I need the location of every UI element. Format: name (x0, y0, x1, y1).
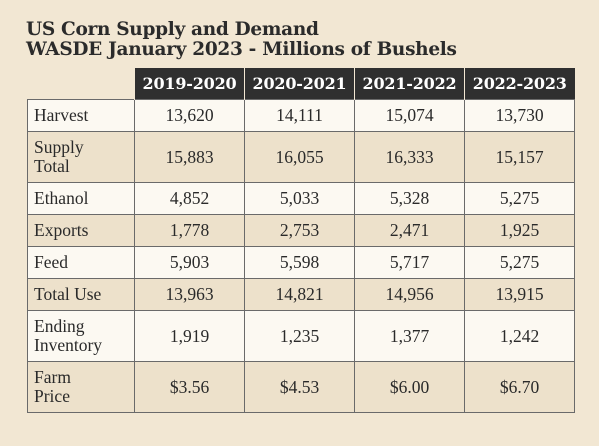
table-row: Exports 1,778 2,753 2,471 1,925 (27, 214, 575, 247)
table-cell: 1,919 (134, 310, 245, 362)
column-header: 2022-2023 (464, 68, 575, 100)
chart-subtitle: WASDE January 2023 - Millions of Bushels (26, 39, 457, 60)
row-label: Ethanol (27, 182, 135, 215)
chart-title: US Corn Supply and Demand (26, 19, 319, 40)
row-label: Farm Price (27, 361, 135, 413)
table-cell: $6.70 (464, 361, 575, 413)
table-cell: 5,328 (354, 182, 465, 215)
table-cell: 14,821 (244, 278, 355, 311)
table-cell: 16,333 (354, 131, 465, 183)
column-header: 2020-2021 (244, 68, 355, 100)
table-cell: 1,235 (244, 310, 355, 362)
header-row: 2019-2020 2020-2021 2021-2022 2022-2023 (28, 68, 575, 100)
table-row: Ethanol 4,852 5,033 5,328 5,275 (27, 182, 575, 215)
table-cell: 5,903 (134, 246, 245, 279)
row-label: Total Use (27, 278, 135, 311)
table-cell: $6.00 (354, 361, 465, 413)
table-cell: 1,242 (464, 310, 575, 362)
table-cell: 5,598 (244, 246, 355, 279)
row-label: Exports (27, 214, 135, 247)
table-cell: 2,753 (244, 214, 355, 247)
row-label: Feed (27, 246, 135, 279)
table-cell: 15,074 (354, 99, 465, 132)
table-cell: 1,778 (134, 214, 245, 247)
table-cell: 5,717 (354, 246, 465, 279)
table-cell: 16,055 (244, 131, 355, 183)
table-cell: 13,915 (464, 278, 575, 311)
table-row: Ending Inventory 1,919 1,235 1,377 1,242 (27, 310, 575, 362)
table-cell: 14,111 (244, 99, 355, 132)
table-cell: 13,963 (134, 278, 245, 311)
row-label: Harvest (27, 99, 135, 132)
row-label: Ending Inventory (27, 310, 135, 362)
table-row: Total Use 13,963 14,821 14,956 13,915 (27, 278, 575, 311)
header-corner (28, 68, 135, 100)
supply-demand-table: 2019-2020 2020-2021 2021-2022 2022-2023 … (27, 68, 575, 413)
table-row: Harvest 13,620 14,111 15,074 13,730 (27, 99, 575, 132)
table-cell: 2,471 (354, 214, 465, 247)
table-cell: 4,852 (134, 182, 245, 215)
table-cell: 13,620 (134, 99, 245, 132)
table-row: Farm Price $3.56 $4.53 $6.00 $6.70 (27, 361, 575, 413)
table-row: Feed 5,903 5,598 5,717 5,275 (27, 246, 575, 279)
column-header: 2019-2020 (134, 68, 245, 100)
table-cell: 15,157 (464, 131, 575, 183)
table-cell: 15,883 (134, 131, 245, 183)
table-cell: 5,275 (464, 182, 575, 215)
table-cell: 5,275 (464, 246, 575, 279)
table-cell: 13,730 (464, 99, 575, 132)
table-cell: 14,956 (354, 278, 465, 311)
row-label: Supply Total (27, 131, 135, 183)
title-block: US Corn Supply and Demand WASDE January … (26, 20, 457, 60)
table-row: Supply Total 15,883 16,055 16,333 15,157 (27, 131, 575, 183)
table-cell: 5,033 (244, 182, 355, 215)
column-header: 2021-2022 (354, 68, 465, 100)
table-cell: 1,925 (464, 214, 575, 247)
table-cell: $3.56 (134, 361, 245, 413)
table-cell: 1,377 (354, 310, 465, 362)
table-cell: $4.53 (244, 361, 355, 413)
